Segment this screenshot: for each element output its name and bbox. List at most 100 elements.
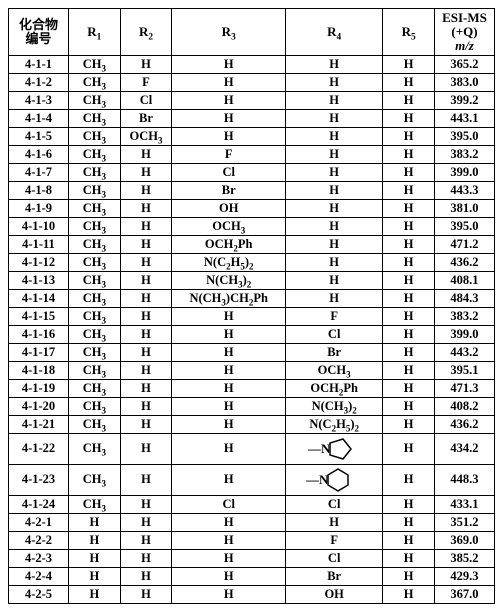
cell-id: 4-1-20 — [9, 398, 69, 416]
cell-id: 4-1-12 — [9, 254, 69, 272]
cell-r1: CH3 — [68, 164, 120, 182]
cell-r3: H — [172, 362, 286, 380]
cell-r4: H — [286, 218, 383, 236]
cell-id: 4-1-18 — [9, 362, 69, 380]
cell-ms: 436.2 — [434, 416, 494, 434]
cell-r5: H — [383, 465, 435, 496]
cell-r3: H — [172, 434, 286, 465]
cell-r3: Cl — [172, 164, 286, 182]
col-header-r1: R1 — [68, 9, 120, 56]
cell-r3: H — [172, 92, 286, 110]
cell-r4: H — [286, 182, 383, 200]
cell-r5: H — [383, 326, 435, 344]
cell-r3: H — [172, 465, 286, 496]
cell-r1: CH3 — [68, 398, 120, 416]
cell-ms: 395.1 — [434, 362, 494, 380]
table-body: 4-1-1CH3HHHH365.24-1-2CH3FHHH383.04-1-3C… — [9, 56, 495, 604]
cell-id: 4-1-2 — [9, 74, 69, 92]
cell-r2: H — [120, 290, 172, 308]
cell-r5: H — [383, 586, 435, 604]
cell-r4: Br — [286, 344, 383, 362]
cell-r1: H — [68, 586, 120, 604]
cell-r4: H — [286, 200, 383, 218]
cell-r5: H — [383, 550, 435, 568]
table-row: 4-1-19CH3HHOCH2PhH471.3 — [9, 380, 495, 398]
cell-r2: F — [120, 74, 172, 92]
cell-ms: 408.2 — [434, 398, 494, 416]
cell-r2: Cl — [120, 92, 172, 110]
cell-id: 4-1-23 — [9, 465, 69, 496]
cell-r2: H — [120, 200, 172, 218]
table-row: 4-1-17CH3HHBrH443.2 — [9, 344, 495, 362]
cell-r5: H — [383, 110, 435, 128]
cell-ms: 443.2 — [434, 344, 494, 362]
cell-r4: H — [286, 290, 383, 308]
cell-id: 4-1-3 — [9, 92, 69, 110]
cell-r4: F — [286, 308, 383, 326]
cell-r5: H — [383, 434, 435, 465]
cell-r1: CH3 — [68, 496, 120, 514]
cell-r3: H — [172, 586, 286, 604]
cell-ms: 484.3 — [434, 290, 494, 308]
cell-r4: H — [286, 254, 383, 272]
cell-r5: H — [383, 308, 435, 326]
table-row: 4-1-12CH3HN(C2H5)2HH436.2 — [9, 254, 495, 272]
cell-r5: H — [383, 496, 435, 514]
cell-id: 4-1-15 — [9, 308, 69, 326]
table-header-row: 化合物 编号 R1 R2 R3 R4 R5 ESI-MS (+Q) m/z — [9, 9, 495, 56]
cell-r1: H — [68, 550, 120, 568]
table-row: 4-1-10CH3HOCH3HH395.0 — [9, 218, 495, 236]
cell-ms: 383.0 — [434, 74, 494, 92]
cell-r4: H — [286, 128, 383, 146]
cell-r3: H — [172, 550, 286, 568]
cell-r5: H — [383, 532, 435, 550]
table-row: 4-1-15CH3HHFH383.2 — [9, 308, 495, 326]
cell-r3: H — [172, 110, 286, 128]
cell-r1: CH3 — [68, 416, 120, 434]
cell-r2: H — [120, 164, 172, 182]
cell-r1: CH3 — [68, 465, 120, 496]
cell-ms: 399.0 — [434, 326, 494, 344]
cell-ms: 383.2 — [434, 308, 494, 326]
cell-r5: H — [383, 200, 435, 218]
cell-r4: N(CH3)2 — [286, 398, 383, 416]
cell-r3: Cl — [172, 496, 286, 514]
header-ms-line3: m/z — [455, 38, 474, 53]
cell-r1: CH3 — [68, 380, 120, 398]
cell-ms: 471.3 — [434, 380, 494, 398]
cell-r5: H — [383, 344, 435, 362]
cell-r5: H — [383, 92, 435, 110]
cell-r4: —N — [286, 465, 383, 496]
col-header-r2: R2 — [120, 9, 172, 56]
col-header-ms: ESI-MS (+Q) m/z — [434, 9, 494, 56]
table-row: 4-2-3HHHClH385.2 — [9, 550, 495, 568]
cell-r1: CH3 — [68, 326, 120, 344]
cell-r1: CH3 — [68, 362, 120, 380]
table-row: 4-1-6CH3HFHH383.2 — [9, 146, 495, 164]
cell-r1: CH3 — [68, 200, 120, 218]
cell-id: 4-1-17 — [9, 344, 69, 362]
cell-r3: H — [172, 380, 286, 398]
header-ms-line2: (+Q) — [451, 24, 477, 39]
table-row: 4-1-16CH3HHClH399.0 — [9, 326, 495, 344]
cell-r3: N(C2H5)2 — [172, 254, 286, 272]
col-header-r5: R5 — [383, 9, 435, 56]
svg-text:—N: —N — [305, 472, 329, 487]
cell-r2: H — [120, 308, 172, 326]
cell-r2: H — [120, 254, 172, 272]
cell-r2: H — [120, 550, 172, 568]
cell-ms: 365.2 — [434, 56, 494, 74]
cell-ms: 395.0 — [434, 218, 494, 236]
cell-ms: 399.0 — [434, 164, 494, 182]
cell-id: 4-1-5 — [9, 128, 69, 146]
table-row: 4-2-2HHHFH369.0 — [9, 532, 495, 550]
cell-ms: 351.2 — [434, 514, 494, 532]
cell-r2: H — [120, 532, 172, 550]
cell-ms: 448.3 — [434, 465, 494, 496]
cell-ms: 443.1 — [434, 110, 494, 128]
table-row: 4-1-7CH3HClHH399.0 — [9, 164, 495, 182]
cell-r3: H — [172, 532, 286, 550]
table-row: 4-1-22CH3HH—NH434.2 — [9, 434, 495, 465]
cell-id: 4-1-1 — [9, 56, 69, 74]
cell-r2: H — [120, 182, 172, 200]
